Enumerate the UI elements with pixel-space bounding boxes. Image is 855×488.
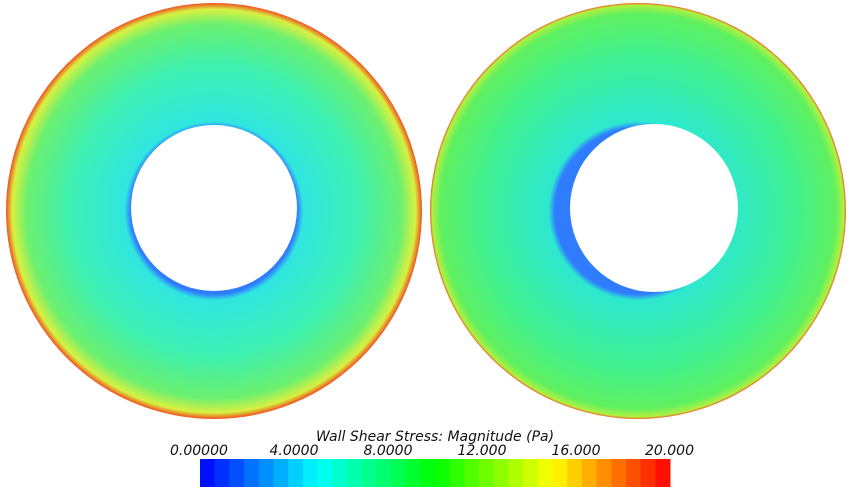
colorbar-band <box>405 459 421 487</box>
colorbar-band <box>258 459 274 487</box>
contour-annulus-right <box>430 3 846 419</box>
colorbar-band <box>581 459 598 487</box>
colorbar-band <box>479 459 495 487</box>
colorbar-band <box>523 459 539 487</box>
contour-annulus-left <box>6 3 422 419</box>
colorbar-band <box>376 459 392 487</box>
colorbar-band <box>302 459 318 487</box>
colorbar-tick-label: 16.000 <box>552 443 601 459</box>
colorbar-band <box>200 459 216 487</box>
colorbar-tick-label: 8.0000 <box>364 443 413 459</box>
colorbar-title: Wall Shear Stress: Magnitude (Pa) <box>316 429 554 445</box>
colorbar-band <box>317 459 333 487</box>
colorbar-band <box>214 459 230 487</box>
colorbar-band <box>655 459 671 487</box>
colorbar: 0.00000 4.0000 8.0000 12.000 16.000 20.000 <box>170 443 694 487</box>
colorbar-band <box>449 459 465 487</box>
colorbar-band <box>625 459 642 487</box>
colorbar-band <box>390 459 407 487</box>
colorbar-band <box>493 459 509 487</box>
colorbar-tick-label: 4.0000 <box>270 443 319 459</box>
colorbar-band <box>611 459 627 487</box>
colorbar-band <box>596 459 612 487</box>
colorbar-band <box>464 459 480 487</box>
colorbar-band <box>332 459 348 487</box>
colorbar-band <box>435 459 451 487</box>
colorbar-band <box>567 459 583 487</box>
colorbar-tick-label: 0.00000 <box>170 443 228 459</box>
colorbar-tick-label: 12.000 <box>458 443 507 459</box>
colorbar-band <box>508 459 524 487</box>
colorbar-band <box>640 459 656 487</box>
colorbar-band <box>420 459 436 487</box>
colorbar-band <box>346 459 363 487</box>
colorbar-band <box>288 459 304 487</box>
colorbar-band <box>244 459 260 487</box>
colorbar-band <box>273 459 289 487</box>
colorbar-band <box>537 459 553 487</box>
colorbar-band <box>552 459 568 487</box>
colorbar-band <box>361 459 377 487</box>
colorbar-band <box>229 459 245 487</box>
colorbar-tick-label: 20.000 <box>645 443 694 459</box>
